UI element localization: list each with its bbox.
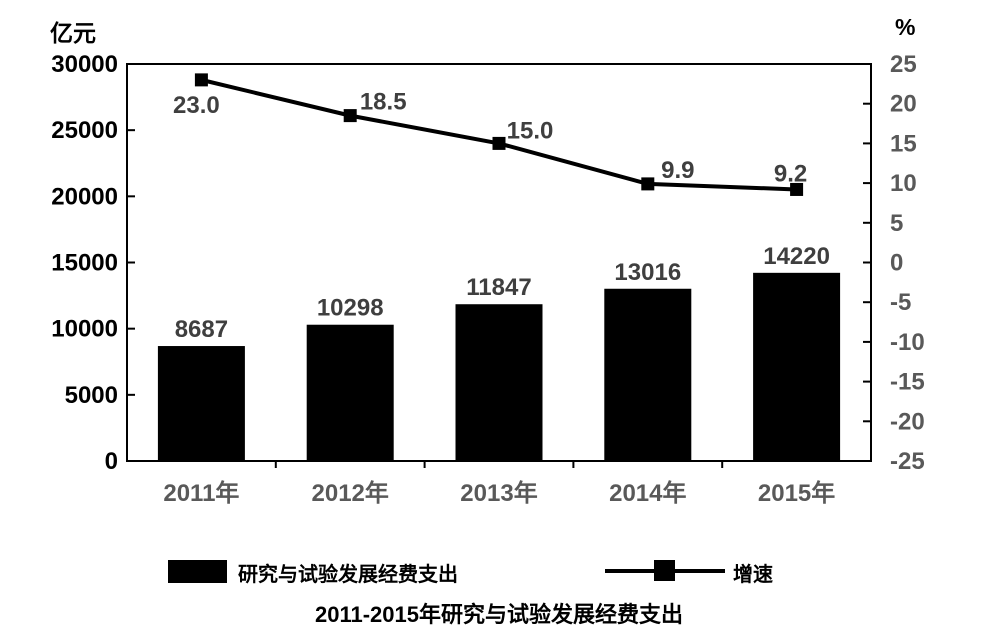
- right-axis-tick-label: 0: [890, 250, 903, 277]
- legend-bar-label: 研究与试验发展经费支出: [238, 564, 458, 586]
- bar-2012年: [306, 324, 394, 461]
- right-axis-tick-label: -5: [890, 289, 911, 316]
- legend-line-label: 增速: [733, 564, 773, 586]
- left-axis-tick-label: 15000: [51, 250, 118, 277]
- line-value-label: 9.2: [774, 160, 807, 187]
- bar-value-label: 8687: [175, 316, 228, 343]
- legend-bar-swatch-icon: [168, 560, 227, 583]
- line-marker-icon: [343, 109, 357, 123]
- line-value-label: 9.9: [661, 157, 694, 184]
- right-axis-unit-label: %: [895, 14, 916, 40]
- bar-value-label: 13016: [614, 259, 681, 286]
- bar-2013年: [455, 304, 543, 461]
- x-axis-label: 2011年: [163, 479, 239, 507]
- bar-2015年: [753, 272, 841, 461]
- left-axis-tick-label: 0: [105, 448, 118, 475]
- x-axis-label: 2013年: [460, 479, 537, 507]
- left-axis-tick-label: 25000: [51, 117, 118, 144]
- right-axis-tick-label: 5: [890, 210, 903, 237]
- left-axis-tick-label: 30000: [51, 51, 118, 78]
- chart-plot-area: 0 5000 10000 15000 20000 25000 30000 -25 -20 -15 -…: [51, 51, 925, 507]
- chart-title: 2011-2015年研究与试验发展经费支出: [315, 602, 683, 627]
- left-axis-unit-label: 亿元: [50, 20, 96, 46]
- bar-value-label: 14220: [763, 243, 830, 270]
- bar-2011年: [157, 346, 245, 461]
- x-axis-label: 2015年: [758, 479, 835, 507]
- right-axis-tick-label: 20: [890, 91, 917, 118]
- left-axis-tick-label: 5000: [65, 382, 118, 409]
- legend-line-marker-icon: [654, 560, 675, 581]
- line-marker-icon: [194, 73, 208, 87]
- line-marker-icon: [641, 177, 655, 191]
- left-axis-tick-label: 20000: [51, 183, 118, 210]
- line-value-label: 15.0: [507, 117, 554, 144]
- right-axis-tick-label: -15: [890, 369, 925, 396]
- right-axis-tick-label: 25: [890, 51, 917, 78]
- x-axis-label: 2014年: [609, 479, 686, 507]
- growth-line: [200, 77, 797, 192]
- x-axis-label: 2012年: [312, 479, 389, 507]
- right-axis-tick-label: -20: [890, 408, 925, 435]
- right-axis-tick-label: -25: [890, 448, 925, 475]
- legend-line-sample-icon: [605, 560, 725, 581]
- bar-value-label: 11847: [466, 274, 531, 301]
- right-axis-tick-label: -10: [890, 329, 925, 356]
- line-value-label: 18.5: [360, 89, 407, 116]
- line-marker-icon: [492, 136, 506, 150]
- line-value-label: 23.0: [173, 92, 220, 119]
- right-axis-tick-label: 10: [890, 170, 917, 197]
- bar-value-label: 10298: [317, 295, 384, 322]
- right-axis-tick-label: 15: [890, 130, 917, 157]
- line-marker-icon: [790, 182, 804, 196]
- bar-2014年: [604, 288, 692, 461]
- left-axis-tick-label: 10000: [51, 316, 118, 343]
